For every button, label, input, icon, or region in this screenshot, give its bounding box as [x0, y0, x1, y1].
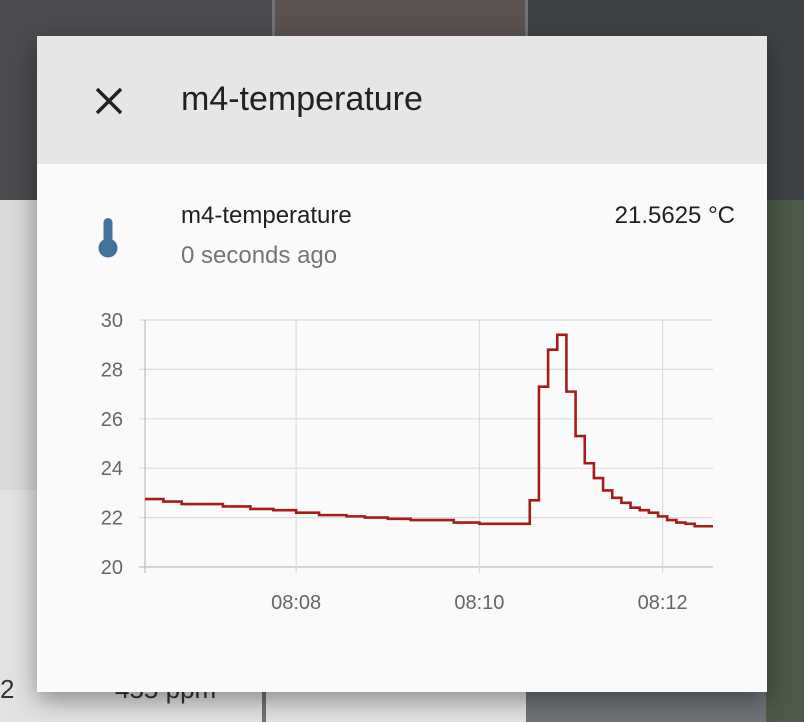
y-tick-label: 28: [101, 359, 123, 381]
thermometer-icon: [98, 218, 118, 258]
y-tick-label: 26: [101, 409, 123, 431]
y-tick-label: 20: [101, 557, 123, 579]
background-tile: [766, 200, 804, 722]
dialog-header: m4-temperature: [37, 36, 767, 164]
entity-last-changed: 0 seconds ago: [181, 242, 338, 269]
close-icon: [95, 87, 123, 115]
state-icon: [96, 218, 120, 263]
entity-state: 21.5625 °C: [614, 202, 735, 229]
history-chart[interactable]: 20 22 24 26 28 30 08:08 08:10 08:12: [37, 291, 767, 671]
y-tick-label: 22: [101, 508, 123, 530]
series-line: [145, 333, 713, 528]
x-tick-label: 08:10: [454, 592, 504, 614]
dialog-title: m4-temperature: [181, 80, 423, 118]
y-tick-label: 30: [101, 310, 123, 332]
y-tick-label: 24: [101, 458, 123, 480]
x-tick-label: 08:12: [638, 592, 688, 614]
close-button[interactable]: [89, 81, 129, 121]
x-tick-label: 08:08: [271, 592, 321, 614]
more-info-dialog: m4-temperature m4-temperature 0 seconds …: [37, 36, 767, 692]
background-text: 2: [0, 674, 15, 704]
entity-name: m4-temperature: [181, 202, 352, 229]
